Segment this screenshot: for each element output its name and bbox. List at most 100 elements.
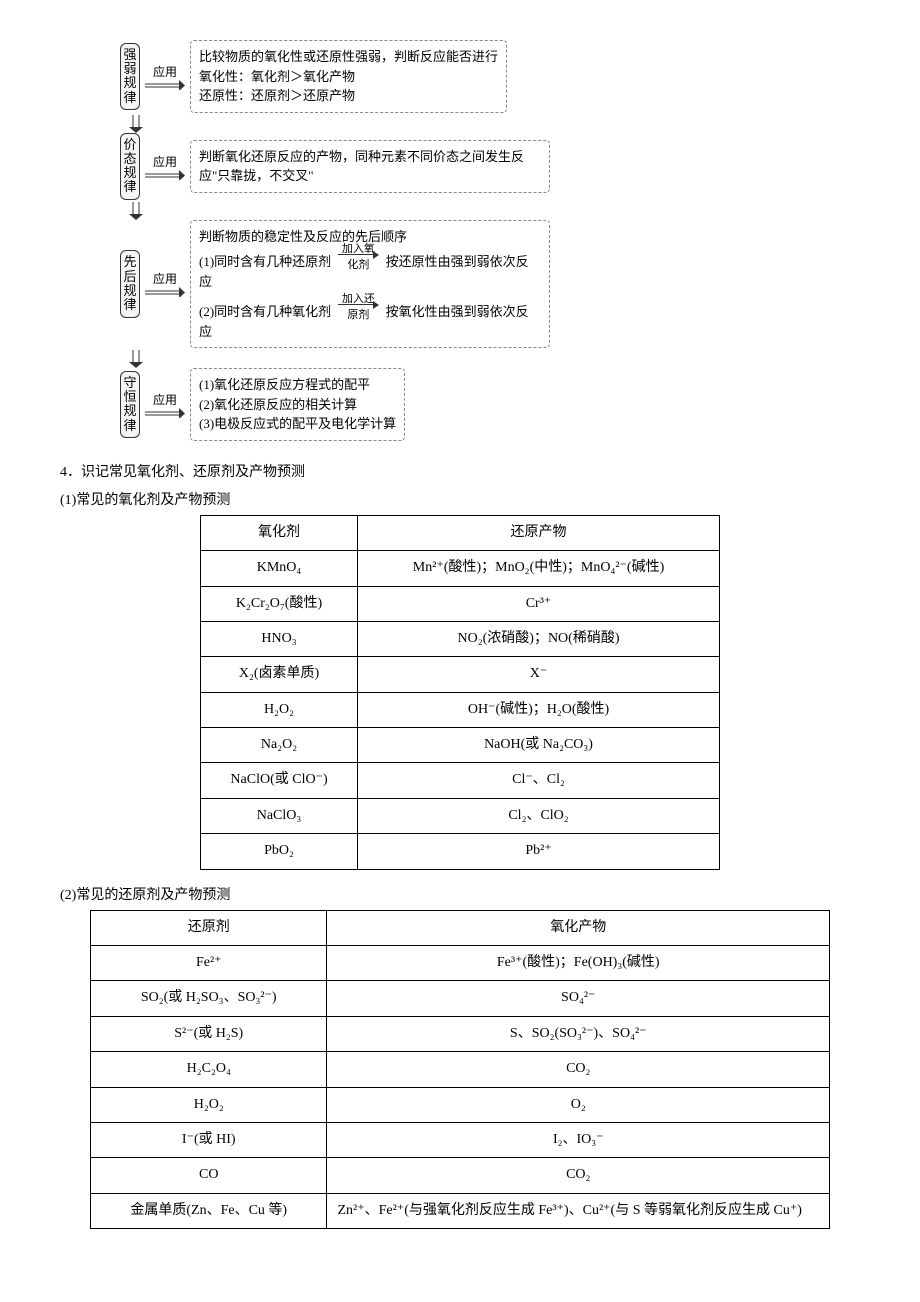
table-cell: S²⁻(或 H₂S) <box>91 1016 327 1051</box>
table-cell: Pb²⁺ <box>358 834 720 869</box>
table-row: KMnO₄Mn²⁺(酸性)；MnO₂(中性)；MnO₄²⁻(碱性) <box>201 551 720 586</box>
inline-arrow-icon: 加入还 原剂 <box>338 304 378 322</box>
table-cell: I₂、IO₃⁻ <box>327 1122 830 1157</box>
table-cell: S、SO₂(SO₃²⁻)、SO₄²⁻ <box>327 1016 830 1051</box>
rule-label-valence: 价态规律 <box>120 133 140 200</box>
rule-label-conservation: 守恒规律 <box>120 371 140 438</box>
rules-diagram: 强弱规律 应用 比较物质的氧化性或还原性强弱，判断反应能否进行 氧化性：氧化剂＞… <box>120 40 860 441</box>
table-row: K₂Cr₂O₇(酸性)Cr³⁺ <box>201 586 720 621</box>
arrow-right-icon <box>145 406 185 418</box>
down-arrow-icon <box>126 350 146 368</box>
table-cell: I⁻(或 HI) <box>91 1122 327 1157</box>
arrow-apply: 应用 <box>140 391 190 418</box>
rule-content: (1)氧化还原反应方程式的配平 (2)氧化还原反应的相关计算 (3)电极反应式的… <box>190 368 405 441</box>
table-row: NaClO(或 ClO⁻)Cl⁻、Cl₂ <box>201 763 720 798</box>
table-cell: SO₄²⁻ <box>327 981 830 1016</box>
table-cell: CO₂ <box>327 1052 830 1087</box>
rule-row: 强弱规律 应用 比较物质的氧化性或还原性强弱，判断反应能否进行 氧化性：氧化剂＞… <box>120 40 860 113</box>
inline-arrow-icon: 加入氧 化剂 <box>338 254 378 272</box>
rule-subline: (1)同时含有几种还原剂 加入氧 化剂 按还原性由强到弱依次反应 <box>199 252 541 292</box>
table-header-row: 氧化剂 还原产物 <box>201 515 720 550</box>
table-cell: Fe²⁺ <box>91 946 327 981</box>
rule-row: 先后规律 应用 判断物质的稳定性及反应的先后顺序 (1)同时含有几种还原剂 加入… <box>120 220 860 349</box>
inline-arrow-top: 加入还 <box>338 291 378 308</box>
table-cell: CO <box>91 1158 327 1193</box>
table-row: PbO₂Pb²⁺ <box>201 834 720 869</box>
sub-prefix: (2)同时含有几种氧化剂 <box>199 304 331 319</box>
rule-line: 还原性：还原剂＞还原产物 <box>199 86 498 106</box>
table-cell: HNO₃ <box>201 621 358 656</box>
arrow-right-icon <box>145 78 185 90</box>
inline-arrow-bot: 原剂 <box>338 307 378 324</box>
table-row: H₂C₂O₄CO₂ <box>91 1052 830 1087</box>
table-cell: SO₂(或 H₂SO₃、SO₃²⁻) <box>91 981 327 1016</box>
table-cell: 金属单质(Zn、Fe、Cu 等) <box>91 1193 327 1228</box>
rule-label-order: 先后规律 <box>120 250 140 317</box>
rule-name: 守恒规律 <box>123 376 137 433</box>
rule-line: 判断氧化还原反应的产物，同种元素不同价态之间发生反应"只靠拢，不交叉" <box>199 147 541 186</box>
table-cell: Zn²⁺、Fe²⁺(与强氧化剂反应生成 Fe³⁺)、Cu²⁺(与 S 等弱氧化剂… <box>327 1193 830 1228</box>
arrow-right-icon <box>145 168 185 180</box>
inline-arrow-bot: 化剂 <box>338 257 378 274</box>
rule-content: 判断物质的稳定性及反应的先后顺序 (1)同时含有几种还原剂 加入氧 化剂 按还原… <box>190 220 550 349</box>
arrow-apply: 应用 <box>140 63 190 90</box>
down-arrow-icon <box>126 202 146 220</box>
rule-subline: (2)同时含有几种氧化剂 加入还 原剂 按氧化性由强到弱依次反应 <box>199 302 541 342</box>
rule-name: 先后规律 <box>123 255 137 312</box>
rule-content: 比较物质的氧化性或还原性强弱，判断反应能否进行 氧化性：氧化剂＞氧化产物 还原性… <box>190 40 507 113</box>
table-row: 金属单质(Zn、Fe、Cu 等)Zn²⁺、Fe²⁺(与强氧化剂反应生成 Fe³⁺… <box>91 1193 830 1228</box>
table-header: 还原产物 <box>358 515 720 550</box>
oxidizer-table: 氧化剂 还原产物 KMnO₄Mn²⁺(酸性)；MnO₂(中性)；MnO₄²⁻(碱… <box>200 515 720 870</box>
table-cell: OH⁻(碱性)；H₂O(酸性) <box>358 692 720 727</box>
rule-line: (1)氧化还原反应方程式的配平 <box>199 375 396 395</box>
rule-line: 氧化性：氧化剂＞氧化产物 <box>199 67 498 87</box>
table-cell: NaOH(或 Na₂CO₃) <box>358 728 720 763</box>
rule-content: 判断氧化还原反应的产物，同种元素不同价态之间发生反应"只靠拢，不交叉" <box>190 140 550 193</box>
table-row: X₂(卤素单质)X⁻ <box>201 657 720 692</box>
table-row: H₂O₂O₂ <box>91 1087 830 1122</box>
table-cell: K₂Cr₂O₇(酸性) <box>201 586 358 621</box>
table-header: 氧化产物 <box>327 910 830 945</box>
arrow-right-icon <box>145 285 185 297</box>
rule-name: 价态规律 <box>123 138 137 195</box>
table-cell: H₂C₂O₄ <box>91 1052 327 1087</box>
table-cell: Cl⁻、Cl₂ <box>358 763 720 798</box>
table-cell: NaClO₃ <box>201 798 358 833</box>
arrow-apply: 应用 <box>140 153 190 180</box>
table-row: S²⁻(或 H₂S)S、SO₂(SO₃²⁻)、SO₄²⁻ <box>91 1016 830 1051</box>
table-cell: Cl₂、ClO₂ <box>358 798 720 833</box>
table-row: H₂O₂OH⁻(碱性)；H₂O(酸性) <box>201 692 720 727</box>
table-header: 氧化剂 <box>201 515 358 550</box>
rule-row: 价态规律 应用 判断氧化还原反应的产物，同种元素不同价态之间发生反应"只靠拢，不… <box>120 133 860 200</box>
table-header: 还原剂 <box>91 910 327 945</box>
table-cell: PbO₂ <box>201 834 358 869</box>
table-cell: CO₂ <box>327 1158 830 1193</box>
table-cell: Cr³⁺ <box>358 586 720 621</box>
arrow-apply: 应用 <box>140 270 190 297</box>
table-cell: H₂O₂ <box>91 1087 327 1122</box>
reducer-table: 还原剂 氧化产物 Fe²⁺Fe³⁺(酸性)；Fe(OH)₃(碱性)SO₂(或 H… <box>90 910 830 1230</box>
rule-row: 守恒规律 应用 (1)氧化还原反应方程式的配平 (2)氧化还原反应的相关计算 (… <box>120 368 860 441</box>
table-cell: O₂ <box>327 1087 830 1122</box>
inline-arrow-top: 加入氧 <box>338 241 378 258</box>
table-cell: NO₂(浓硝酸)；NO(稀硝酸) <box>358 621 720 656</box>
table-cell: KMnO₄ <box>201 551 358 586</box>
table-row: COCO₂ <box>91 1158 830 1193</box>
table-cell: Na₂O₂ <box>201 728 358 763</box>
table-row: Fe²⁺Fe³⁺(酸性)；Fe(OH)₃(碱性) <box>91 946 830 981</box>
table-row: NaClO₃Cl₂、ClO₂ <box>201 798 720 833</box>
section-4-title: 4．识记常见氧化剂、还原剂及产物预测 <box>60 461 860 481</box>
table-header-row: 还原剂 氧化产物 <box>91 910 830 945</box>
table-cell: X⁻ <box>358 657 720 692</box>
rule-line: 比较物质的氧化性或还原性强弱，判断反应能否进行 <box>199 47 498 67</box>
table-cell: Mn²⁺(酸性)；MnO₂(中性)；MnO₄²⁻(碱性) <box>358 551 720 586</box>
table-cell: X₂(卤素单质) <box>201 657 358 692</box>
rule-name: 强弱规律 <box>123 48 137 105</box>
table-row: SO₂(或 H₂SO₃、SO₃²⁻)SO₄²⁻ <box>91 981 830 1016</box>
table-row: Na₂O₂NaOH(或 Na₂CO₃) <box>201 728 720 763</box>
down-arrow-icon <box>126 115 146 133</box>
table-cell: NaClO(或 ClO⁻) <box>201 763 358 798</box>
table-row: I⁻(或 HI)I₂、IO₃⁻ <box>91 1122 830 1157</box>
rule-line: (3)电极反应式的配平及电化学计算 <box>199 414 396 434</box>
table-cell: Fe³⁺(酸性)；Fe(OH)₃(碱性) <box>327 946 830 981</box>
